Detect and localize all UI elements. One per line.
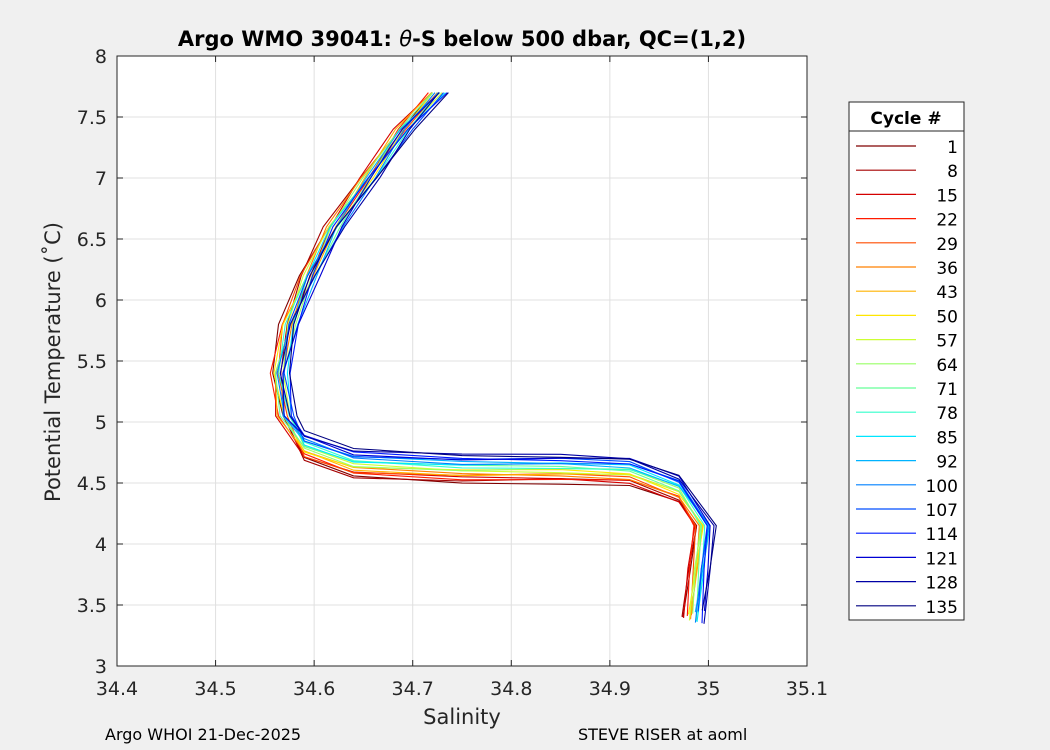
y-tick-label: 7: [95, 168, 107, 190]
y-tick-label: 6.5: [77, 229, 107, 251]
legend-title: Cycle #: [870, 109, 941, 129]
legend-entry: 71: [856, 380, 958, 400]
y-tick-label: 4: [95, 534, 107, 556]
legend-label: 92: [936, 453, 958, 473]
legend-entry: 29: [856, 235, 958, 255]
legend-label: 78: [936, 404, 958, 424]
profile-line-cycle-64: [282, 92, 702, 614]
y-tick-label: 6: [95, 290, 107, 312]
legend-entry: 92: [856, 453, 958, 473]
legend-label: 121: [926, 549, 958, 569]
x-tick-label: 35: [696, 678, 720, 700]
legend-label: 29: [936, 235, 958, 255]
legend-entry: 121: [856, 549, 958, 569]
legend-label: 15: [936, 186, 958, 206]
legend-entry: 15: [856, 186, 958, 206]
y-tick-label: 3.5: [77, 595, 107, 617]
y-tick-label: 3: [95, 656, 107, 678]
footer-left: Argo WHOI 21-Dec-2025: [105, 725, 301, 744]
legend-label: 64: [936, 356, 958, 376]
y-tick-label: 8: [95, 46, 107, 68]
legend-label: 100: [926, 477, 958, 497]
legend-label: 85: [936, 428, 958, 448]
legend-entry: 57: [856, 332, 958, 352]
profile-line-cycle-100: [276, 92, 710, 623]
legend-label: 22: [936, 211, 958, 231]
x-tick-label: 34.8: [490, 678, 532, 700]
y-tick-label: 4.5: [77, 473, 107, 495]
x-tick-label: 35.1: [786, 678, 828, 700]
legend-entry: 8: [856, 162, 958, 182]
legend-entry: 1: [856, 138, 958, 158]
legend-entry: 100: [856, 477, 958, 497]
legend-entry: 36: [856, 259, 958, 279]
profile-line-cycle-135: [288, 92, 717, 611]
legend-entry: 85: [856, 428, 958, 448]
x-tick-label: 34.9: [589, 678, 631, 700]
legend-label: 57: [936, 332, 958, 352]
legend-label: 107: [926, 501, 958, 521]
legend-entry: 78: [856, 404, 958, 424]
y-tick-label: 5: [95, 412, 107, 434]
legend-label: 43: [936, 283, 958, 303]
legend: Cycle # 1 8 15 22 29 36 43 50 57 64 71 78 85 92 100 107…: [848, 101, 965, 621]
legend-entry: 22: [856, 211, 958, 231]
legend-entry: 135: [856, 598, 958, 618]
legend-entry: 64: [856, 356, 958, 376]
x-axis-label: Salinity: [423, 705, 501, 729]
profile-lines: [269, 92, 717, 624]
legend-entry: 128: [856, 574, 958, 594]
x-tick-label: 34.4: [96, 678, 138, 700]
legend-label: 135: [926, 598, 958, 618]
legend-label: 128: [926, 574, 958, 594]
y-axis-label: Potential Temperature (˚C): [41, 222, 65, 502]
footer-right: STEVE RISER at aoml: [578, 725, 747, 744]
legend-label: 71: [936, 380, 958, 400]
legend-entry: 43: [856, 283, 958, 303]
legend-entry: 114: [856, 525, 958, 545]
x-tick-label: 34.7: [392, 678, 434, 700]
chart-title: Argo WMO 39041: θ-S below 500 dbar, QC=(…: [178, 27, 746, 51]
legend-label: 36: [936, 259, 958, 279]
legend-label: 114: [926, 525, 958, 545]
x-tick-label: 34.5: [194, 678, 236, 700]
legend-entry: 107: [856, 501, 958, 521]
legend-label: 1: [947, 138, 958, 158]
profile-line-cycle-128: [279, 92, 715, 624]
y-tick-label: 7.5: [77, 107, 107, 129]
x-tick-label: 34.6: [293, 678, 335, 700]
y-tick-label: 5.5: [77, 351, 107, 373]
legend-label: 50: [936, 307, 958, 327]
legend-entry: 50: [856, 307, 958, 327]
legend-label: 8: [947, 162, 958, 182]
axis-ticks: 34.4 34.5 34.6 34.7 34.8 34.9 35 35.1 3 3.5 4 4.5 5 5…: [77, 46, 828, 700]
